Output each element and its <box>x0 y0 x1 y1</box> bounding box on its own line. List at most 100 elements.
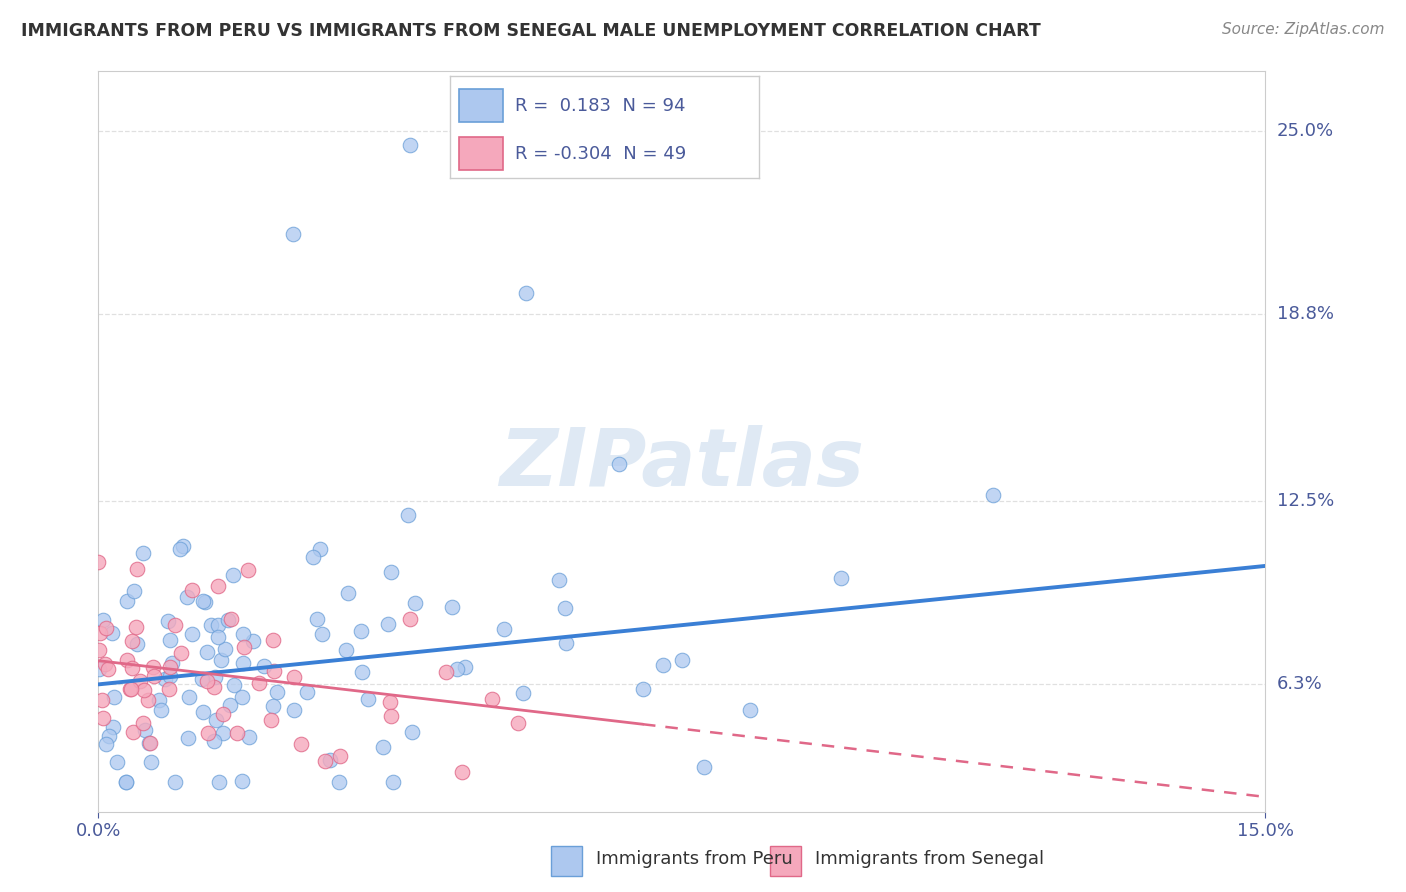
Point <box>156 614 179 628</box>
Point <box>202 681 225 695</box>
Point <box>441 599 464 614</box>
Point <box>226 725 249 739</box>
Point <box>143 669 166 683</box>
Text: R =  0.183  N = 94: R = 0.183 N = 94 <box>515 96 685 114</box>
Point <box>211 725 233 739</box>
Point <box>207 579 229 593</box>
Point <box>91 711 114 725</box>
Point <box>120 682 142 697</box>
Point <box>127 562 149 576</box>
Point <box>139 736 162 750</box>
Point <box>204 714 226 728</box>
Point <box>115 593 138 607</box>
Text: 25.0%: 25.0% <box>1277 121 1334 139</box>
Point <box>232 626 254 640</box>
Point <box>150 703 173 717</box>
Point <box>105 756 128 770</box>
Point <box>97 661 120 675</box>
Point <box>89 642 111 657</box>
Point <box>153 672 176 686</box>
Point <box>194 595 217 609</box>
Point <box>163 775 186 789</box>
Point <box>170 647 193 661</box>
Point <box>121 634 143 648</box>
Point <box>91 693 114 707</box>
Point <box>651 658 673 673</box>
Point <box>218 698 240 712</box>
Point <box>177 690 200 704</box>
Point <box>508 715 530 730</box>
Point <box>337 586 360 600</box>
Point <box>232 656 254 670</box>
Point <box>308 541 330 556</box>
Point <box>103 690 125 704</box>
Point <box>212 707 235 722</box>
Point <box>262 698 284 713</box>
Point <box>247 676 270 690</box>
Text: IMMIGRANTS FROM PERU VS IMMIGRANTS FROM SENEGAL MALE UNEMPLOYMENT CORRELATION CH: IMMIGRANTS FROM PERU VS IMMIGRANTS FROM … <box>21 22 1040 40</box>
Point <box>231 773 253 788</box>
Point <box>350 665 373 679</box>
Text: Immigrants from Peru: Immigrants from Peru <box>596 849 793 868</box>
Point <box>207 630 229 644</box>
Point <box>160 657 183 671</box>
Point <box>125 620 148 634</box>
Point <box>89 626 111 640</box>
Point <box>262 633 284 648</box>
Point <box>305 612 328 626</box>
Point <box>238 731 260 745</box>
FancyBboxPatch shape <box>460 89 502 122</box>
Point <box>242 634 264 648</box>
Point <box>134 723 156 737</box>
Text: 18.8%: 18.8% <box>1277 305 1333 323</box>
Point <box>281 227 304 242</box>
Point <box>128 673 150 688</box>
Point <box>159 660 181 674</box>
Point <box>398 138 420 153</box>
Point <box>163 617 186 632</box>
Point <box>263 664 285 678</box>
Point <box>692 760 714 774</box>
Point <box>319 753 342 767</box>
Point <box>180 627 202 641</box>
Point <box>91 613 114 627</box>
Point <box>492 622 515 636</box>
Point <box>200 617 222 632</box>
FancyBboxPatch shape <box>770 847 801 876</box>
Point <box>136 692 159 706</box>
Point <box>159 669 181 683</box>
Point <box>631 682 654 697</box>
Point <box>515 286 537 301</box>
Point <box>176 591 198 605</box>
Point <box>138 736 160 750</box>
Point <box>180 582 202 597</box>
Point <box>290 737 312 751</box>
Point <box>222 567 245 582</box>
Point <box>328 775 350 789</box>
Point <box>554 635 576 649</box>
Point <box>554 601 576 615</box>
Text: ZIPatlas: ZIPatlas <box>499 425 865 503</box>
Point <box>197 725 219 739</box>
Point <box>115 653 138 667</box>
Text: Immigrants from Senegal: Immigrants from Senegal <box>815 849 1045 868</box>
Point <box>311 627 333 641</box>
Point <box>981 488 1004 502</box>
Point <box>222 678 245 692</box>
Point <box>434 665 457 680</box>
Point <box>132 715 155 730</box>
Point <box>202 734 225 748</box>
Point <box>357 692 380 706</box>
Point <box>195 645 218 659</box>
Point <box>127 637 149 651</box>
Point <box>378 695 401 709</box>
Point <box>232 640 254 654</box>
Point <box>450 765 472 780</box>
Point <box>377 617 399 632</box>
Point <box>207 618 229 632</box>
Point <box>177 731 200 745</box>
Text: R = -0.304  N = 49: R = -0.304 N = 49 <box>515 145 686 162</box>
Point <box>172 540 194 554</box>
Point <box>100 626 122 640</box>
Point <box>236 563 259 577</box>
